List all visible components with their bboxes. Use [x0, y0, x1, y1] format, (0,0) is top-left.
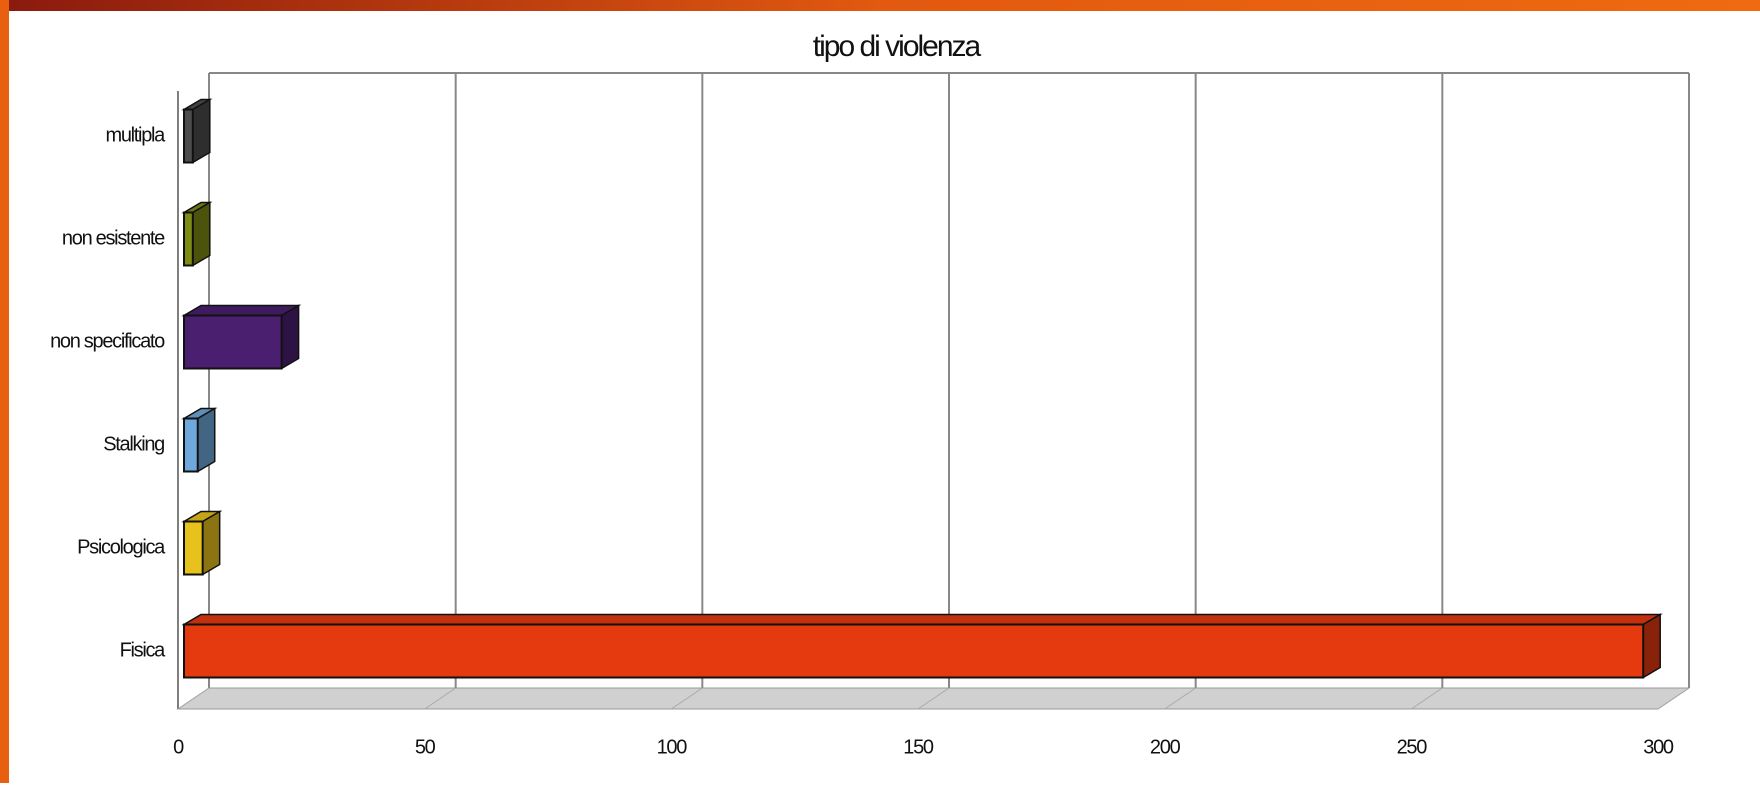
chart-title: tipo di violenza [813, 30, 982, 63]
bar-side [196, 407, 216, 473]
bar [183, 623, 1645, 679]
bar-side [280, 304, 300, 370]
y-tick-label: multipla [105, 124, 166, 146]
bar-side [192, 201, 211, 267]
x-tick-label: 300 [1643, 736, 1674, 758]
bar [183, 108, 194, 164]
bar-side [192, 98, 211, 164]
bar [183, 211, 194, 267]
bar [183, 520, 204, 576]
side-band [0, 0, 9, 783]
x-tick-label: 100 [657, 736, 688, 758]
floor-grid-line [671, 687, 703, 710]
y-tick-label: non specificato [50, 330, 165, 352]
x-tick-label: 250 [1397, 736, 1428, 758]
floor-grid-line [1164, 687, 1196, 710]
header-band [0, 0, 1760, 11]
bar [183, 417, 199, 473]
y-tick-label: Stalking [103, 433, 164, 455]
y-tick-label: Fisica [120, 639, 167, 661]
bar-top [181, 304, 302, 317]
bar-side [1642, 613, 1661, 679]
bar [183, 314, 283, 370]
x-tick-label: 0 [173, 736, 184, 758]
bar-side [201, 510, 221, 576]
floor-grid-line [917, 687, 950, 710]
x-tick-label: 50 [415, 736, 436, 758]
floor-grid-line [424, 687, 456, 710]
y-tick-label: Psicologica [77, 536, 166, 558]
x-tick-label: 200 [1150, 736, 1181, 758]
floor-grid-line [1411, 687, 1443, 710]
floor-grid-line [1657, 687, 1690, 710]
y-tick-label: non esistente [62, 227, 165, 249]
x-tick-label: 150 [903, 736, 934, 758]
bar-top [181, 613, 1663, 626]
floor-grid-line [177, 687, 210, 710]
